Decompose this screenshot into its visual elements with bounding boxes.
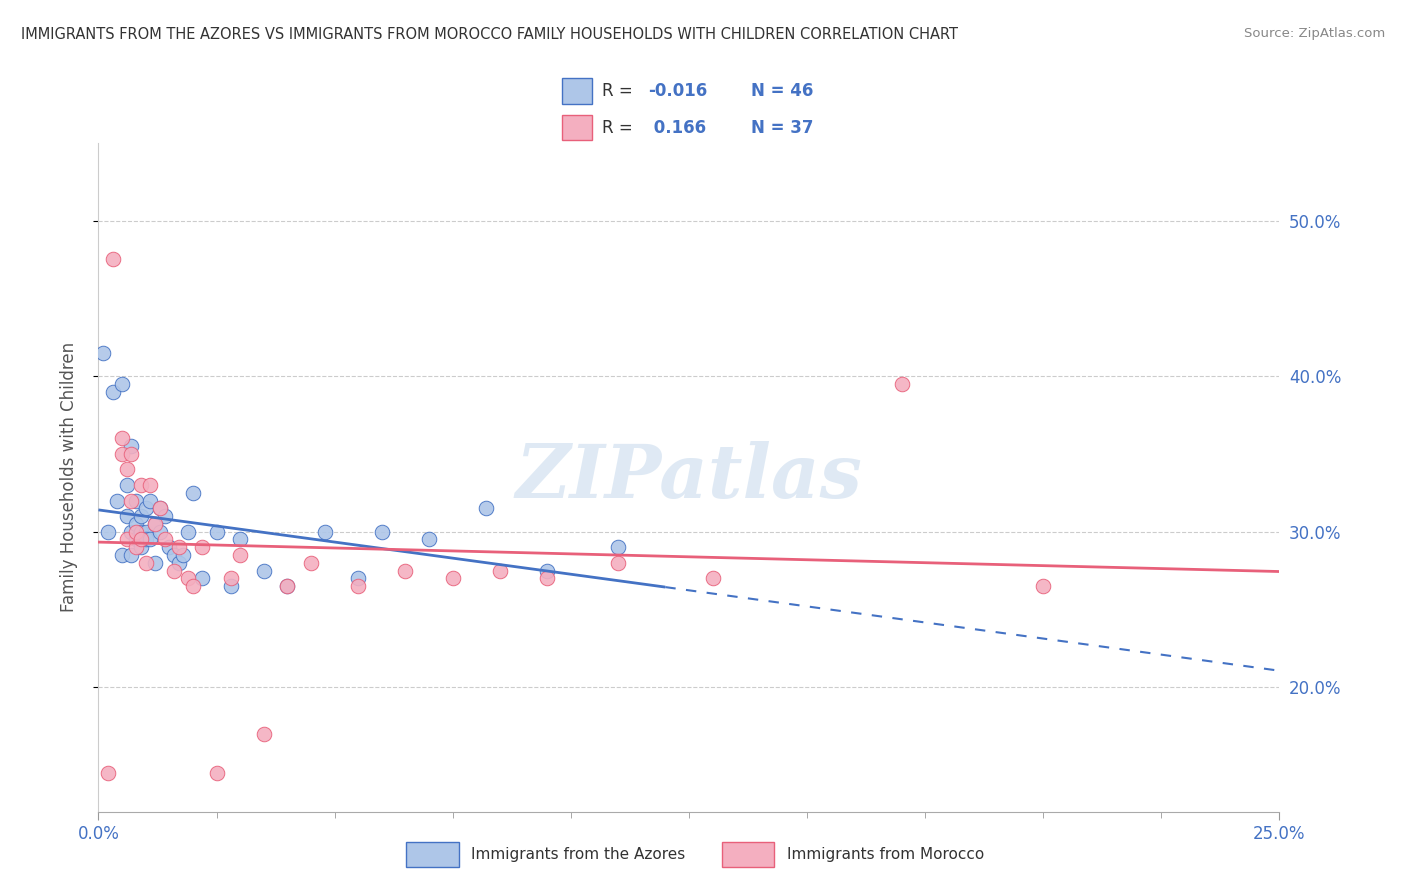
Point <box>347 571 370 585</box>
Point <box>149 501 172 516</box>
Point <box>97 524 120 539</box>
Point <box>105 493 128 508</box>
FancyBboxPatch shape <box>562 115 592 140</box>
Point <box>129 524 152 539</box>
Text: Source: ZipAtlas.com: Source: ZipAtlas.com <box>1244 27 1385 40</box>
Point <box>111 431 134 445</box>
Text: Immigrants from Morocco: Immigrants from Morocco <box>786 847 984 863</box>
Point <box>181 579 204 593</box>
Point <box>607 540 630 554</box>
Point <box>276 579 298 593</box>
Point <box>139 478 162 492</box>
Point <box>191 540 214 554</box>
Point <box>177 524 200 539</box>
Point <box>149 524 172 539</box>
Point <box>115 533 138 547</box>
Text: IMMIGRANTS FROM THE AZORES VS IMMIGRANTS FROM MOROCCO FAMILY HOUSEHOLDS WITH CHI: IMMIGRANTS FROM THE AZORES VS IMMIGRANTS… <box>21 27 957 42</box>
Point <box>177 571 200 585</box>
Point <box>394 564 416 578</box>
Point <box>153 509 176 524</box>
Text: N = 37: N = 37 <box>751 119 813 136</box>
Point <box>121 493 143 508</box>
Point <box>205 765 228 780</box>
Point <box>314 524 336 539</box>
FancyBboxPatch shape <box>406 842 458 867</box>
Point <box>219 579 242 593</box>
Point <box>536 571 558 585</box>
Point <box>125 516 148 531</box>
Point <box>167 540 190 554</box>
Point <box>121 447 143 461</box>
Point <box>157 540 180 554</box>
Point <box>143 556 166 570</box>
Point <box>129 509 152 524</box>
Point <box>489 564 512 578</box>
Point <box>135 533 157 547</box>
Point <box>441 571 464 585</box>
Point <box>139 493 162 508</box>
Point <box>143 516 166 531</box>
Point <box>125 524 148 539</box>
Point <box>129 540 152 554</box>
Point <box>163 548 186 562</box>
Point <box>181 485 204 500</box>
Point <box>135 556 157 570</box>
Point <box>890 376 912 391</box>
Point <box>167 556 190 570</box>
Y-axis label: Family Households with Children: Family Households with Children <box>59 343 77 612</box>
Point <box>115 509 138 524</box>
Point <box>1032 579 1054 593</box>
Point <box>125 540 148 554</box>
Point <box>149 501 172 516</box>
Point <box>129 533 152 547</box>
Point <box>172 548 194 562</box>
Point <box>191 571 214 585</box>
Point <box>115 462 138 476</box>
Point <box>299 556 322 570</box>
Point <box>253 564 276 578</box>
Point <box>163 564 186 578</box>
Point <box>101 252 124 267</box>
Point <box>125 493 148 508</box>
Point <box>111 548 134 562</box>
Point <box>153 533 176 547</box>
Point <box>121 548 143 562</box>
Point <box>121 524 143 539</box>
Point <box>536 564 558 578</box>
Point <box>125 533 148 547</box>
Point <box>205 524 228 539</box>
Point <box>91 345 114 359</box>
FancyBboxPatch shape <box>721 842 775 867</box>
Point <box>135 524 157 539</box>
Point <box>115 478 138 492</box>
Point <box>253 727 276 741</box>
Point <box>135 501 157 516</box>
Point <box>139 533 162 547</box>
Text: N = 46: N = 46 <box>751 82 813 100</box>
Point <box>229 548 252 562</box>
Text: R =: R = <box>602 82 638 100</box>
Point <box>702 571 724 585</box>
Text: R =: R = <box>602 119 638 136</box>
Point <box>371 524 394 539</box>
Point <box>607 556 630 570</box>
Text: 0.166: 0.166 <box>648 119 706 136</box>
Point <box>129 478 152 492</box>
Point <box>347 579 370 593</box>
Point <box>111 376 134 391</box>
Text: Immigrants from the Azores: Immigrants from the Azores <box>471 847 685 863</box>
Point <box>475 501 498 516</box>
Point <box>101 384 124 399</box>
Point <box>143 516 166 531</box>
Text: ZIPatlas: ZIPatlas <box>516 441 862 514</box>
Point <box>229 533 252 547</box>
FancyBboxPatch shape <box>562 78 592 103</box>
Point <box>418 533 440 547</box>
Text: -0.016: -0.016 <box>648 82 707 100</box>
Point <box>111 447 134 461</box>
Point <box>219 571 242 585</box>
Point <box>97 765 120 780</box>
Point <box>121 439 143 453</box>
Point <box>276 579 298 593</box>
